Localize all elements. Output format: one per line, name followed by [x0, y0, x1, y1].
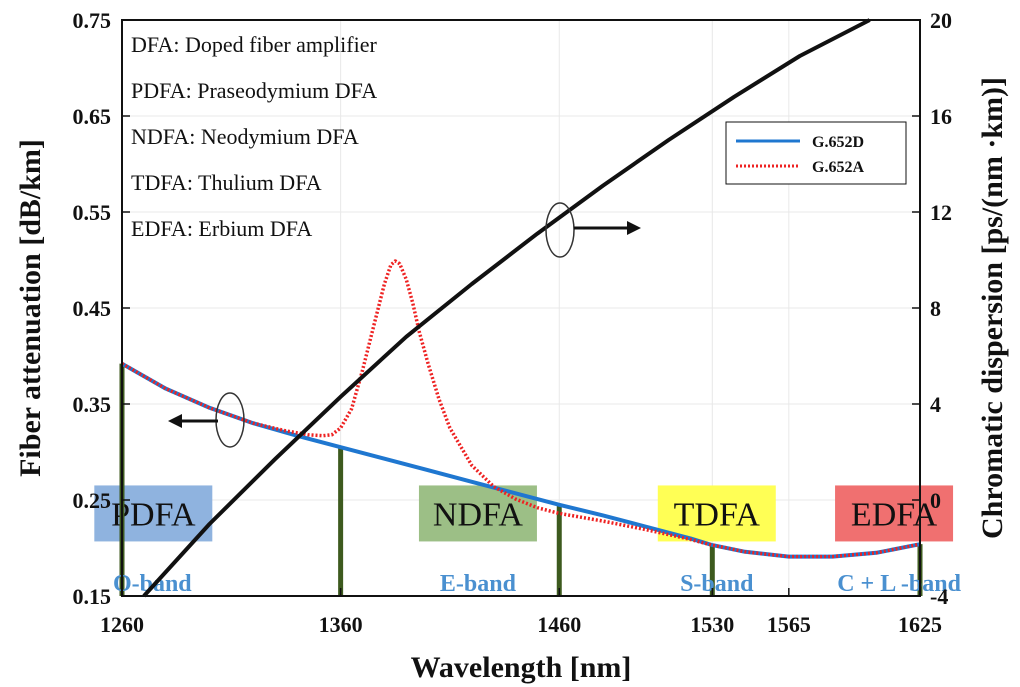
- y-left-tick-label: 0.55: [73, 200, 112, 225]
- y-right-tick-label: 16: [930, 104, 952, 129]
- band-label: E-band: [440, 571, 517, 597]
- x-tick-label: 1460: [537, 612, 581, 637]
- legend-entry: G.652D: [812, 134, 864, 151]
- note-line: EDFA: Erbium DFA: [131, 216, 312, 241]
- y-left-tick-label: 0.15: [73, 584, 112, 609]
- y-left-tick-label: 0.45: [73, 296, 112, 321]
- x-tick-label: 1260: [100, 612, 144, 637]
- x-tick-label: 1565: [767, 612, 811, 637]
- x-tick-label: 1530: [690, 612, 734, 637]
- y-right-tick-label: 4: [930, 392, 941, 417]
- note-line: DFA: Doped fiber amplifier: [131, 32, 377, 57]
- left-arrow-head: [168, 414, 182, 428]
- y-axis-right-label: Chromatic dispersion [ps/(nm ·km)]: [976, 77, 1009, 539]
- amplifier-boxes: PDFA NDFA TDFA EDFA: [94, 485, 954, 542]
- legend: G.652D G.652A: [725, 121, 907, 185]
- y-left-tick-label: 0.75: [73, 8, 112, 33]
- note-line: NDFA: Neodymium DFA: [131, 124, 359, 149]
- y-right-tick-label: 0: [930, 488, 941, 513]
- legend-entry: G.652A: [812, 159, 864, 176]
- y-left-tick-label: 0.65: [73, 104, 112, 129]
- amplifier-box-tdfa: [657, 485, 776, 542]
- right-arrow-head: [627, 221, 641, 235]
- series-line-dispersion: [142, 18, 871, 598]
- x-axis-label: Wavelength [nm]: [411, 651, 632, 684]
- note-line: PDFA: Praseodymium DFA: [131, 78, 377, 103]
- amplifier-box-pdfa: [94, 485, 213, 542]
- y-left-tick-label: 0.25: [73, 488, 112, 513]
- x-tick-label: 1360: [319, 612, 363, 637]
- series-lines: [121, 18, 921, 598]
- y-right-tick-label: 20: [930, 8, 952, 33]
- y-right-tick-label: -4: [930, 584, 948, 609]
- amplifier-label-ndfa: NDFA: [433, 496, 523, 533]
- notes: DFA: Doped fiber amplifier PDFA: Praseody…: [131, 32, 377, 241]
- dispersion-axis-ellipse: [545, 202, 575, 258]
- axis-titles: Wavelength [nm] Fiber attenuation [dB/km…: [14, 77, 1009, 684]
- amplifier-label-edfa: EDFA: [851, 496, 938, 533]
- note-line: TDFA: Thulium DFA: [131, 170, 322, 195]
- legend-box: [725, 121, 907, 185]
- y-left-tick-label: 0.35: [73, 392, 112, 417]
- band-boundaries: O-band E-band S-band C + L -band: [113, 363, 962, 597]
- amplifier-box-edfa: [835, 485, 954, 542]
- ticks: 1260 1360 1460 1530 1565 1625 0.15 0.25 0.35 0.45…: [73, 8, 953, 637]
- series-line-g652a: [121, 259, 921, 559]
- amplifier-label-tdfa: TDFA: [674, 496, 761, 533]
- axis-annotations: [168, 202, 641, 448]
- amplifier-label-pdfa: PDFA: [111, 496, 196, 533]
- y-axis-left-label: Fiber attenuation [dB/km]: [14, 139, 47, 477]
- y-right-tick-label: 8: [930, 296, 941, 321]
- x-tick-label: 1625: [898, 612, 942, 637]
- band-label: S-band: [680, 571, 754, 597]
- band-label: C + L -band: [837, 571, 961, 597]
- y-right-tick-label: 12: [930, 200, 952, 225]
